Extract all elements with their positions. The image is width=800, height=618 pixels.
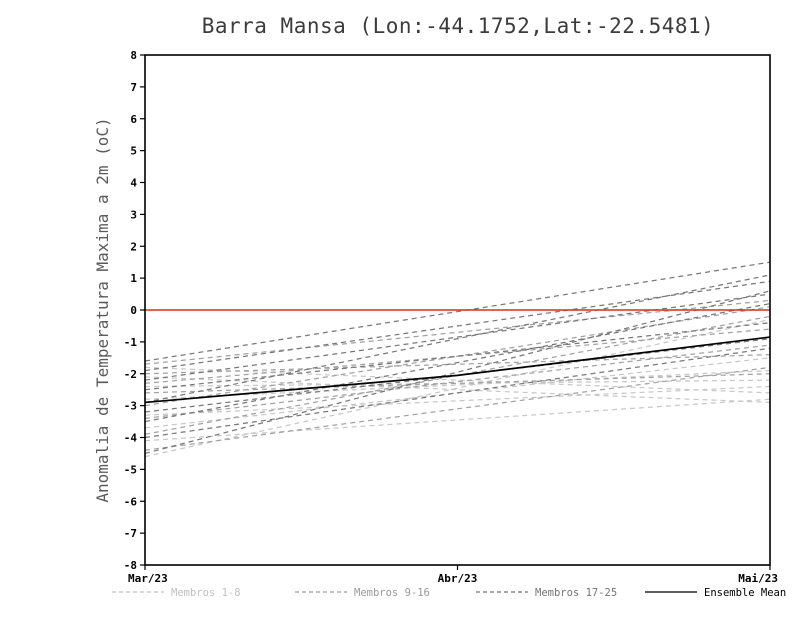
svg-text:2: 2 [130,240,137,253]
svg-text:Abr/23: Abr/23 [438,572,478,585]
ensemble-mean-line [144,336,771,404]
svg-text:0: 0 [130,304,137,317]
member-lines [144,261,771,458]
svg-text:5: 5 [130,145,137,158]
svg-text:-6: -6 [124,495,138,508]
legend: Membros 1-8 Membros 9-16 Membros 17-25 Ense… [112,587,786,599]
legend-item: Membros 9-16 [295,587,430,599]
svg-text:3: 3 [130,208,137,221]
svg-text:6: 6 [130,113,137,126]
svg-text:Ensemble Mean: Ensemble Mean [704,587,786,599]
svg-text:Mai/23: Mai/23 [738,572,778,585]
svg-text:-4: -4 [124,432,138,445]
svg-text:-3: -3 [124,400,137,413]
svg-text:-7: -7 [124,527,137,540]
svg-text:Membros 17-25: Membros 17-25 [535,587,617,599]
svg-text:1: 1 [130,272,137,285]
legend-item: Ensemble Mean [645,587,786,599]
y-axis-label: Anomalia de Temperatura Maxima a 2m (oC) [93,117,112,502]
svg-text:-2: -2 [124,368,137,381]
svg-text:8: 8 [130,49,137,62]
legend-item: Membros 17-25 [476,587,617,599]
y-axis: -8 -7 -6 -5 -4 -3 -2 -1 0 1 2 3 4 5 6 7 8 [124,49,145,572]
svg-text:Mar/23: Mar/23 [128,572,168,585]
svg-text:Membros 1-8: Membros 1-8 [171,587,241,599]
legend-item: Membros 1-8 [112,587,241,599]
svg-text:-5: -5 [124,463,137,476]
svg-text:-8: -8 [124,559,137,572]
svg-text:4: 4 [130,177,137,190]
svg-text:-1: -1 [124,336,138,349]
svg-text:Membros 9-16: Membros 9-16 [354,587,430,599]
svg-text:7: 7 [130,81,137,94]
chart-title: Barra Mansa (Lon:-44.1752,Lat:-22.5481) [202,14,715,38]
x-axis: Mar/23 Abr/23 Mai/23 [128,565,778,585]
